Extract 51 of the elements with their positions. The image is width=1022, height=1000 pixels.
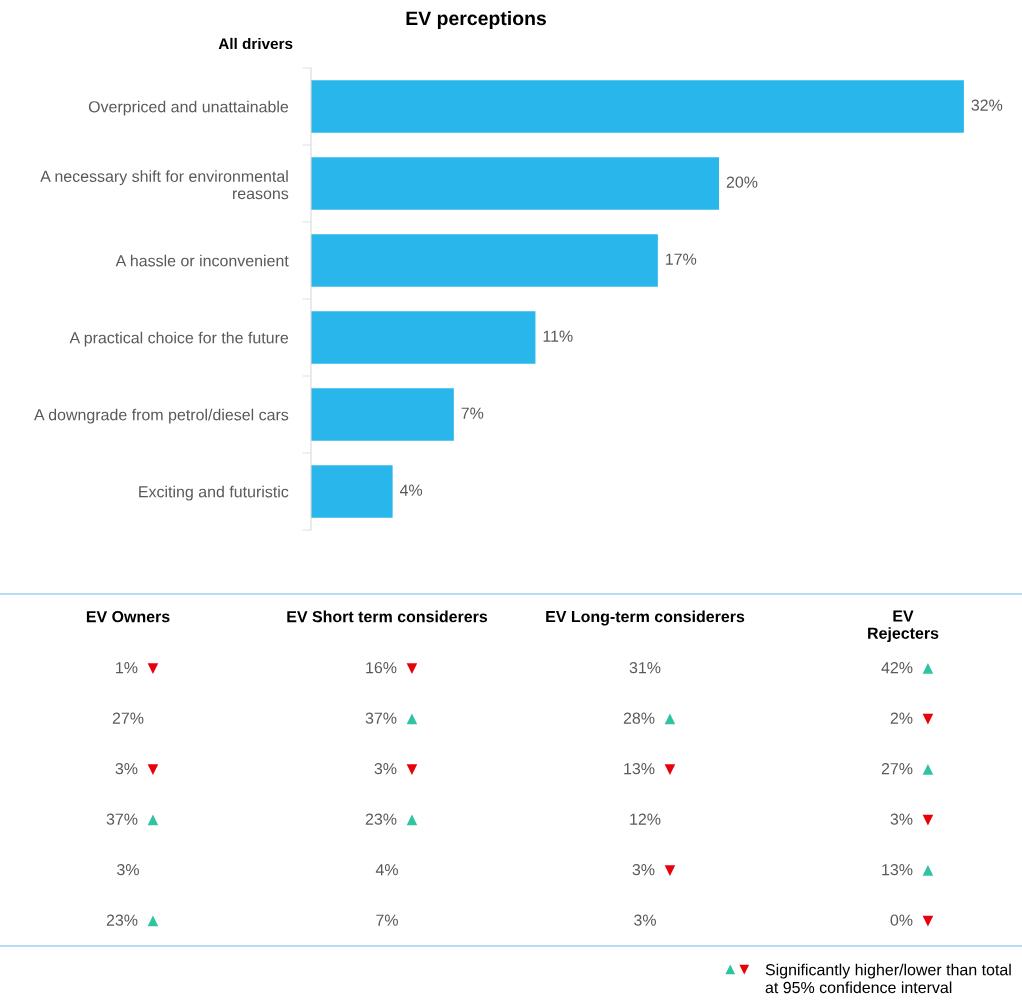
- text: 27% ▲: [881, 762, 934, 775]
- text: EV Short term considerers: [287, 610, 488, 623]
- data-label: 4%: [399, 484, 423, 496]
- text: 7%: [376, 914, 398, 926]
- text: 12%: [630, 813, 661, 825]
- text: 23% ▲: [365, 813, 418, 826]
- bar: [311, 465, 393, 518]
- text: 13% ▼: [624, 762, 676, 775]
- text: 4%: [375, 864, 398, 876]
- text: All drivers: [218, 37, 293, 50]
- bar: [311, 157, 720, 210]
- data-label: 17%: [666, 253, 697, 265]
- text: EV Long-term considerers: [546, 610, 745, 626]
- text: 3% ▼: [374, 762, 418, 775]
- data-label: 20%: [726, 176, 758, 188]
- y-tick-label: Exciting and futuristic: [139, 485, 289, 501]
- text: ▼: [739, 964, 750, 975]
- data-label: 7%: [461, 407, 484, 419]
- y-tick-label: A necessary shift for environmental reasons: [40, 170, 289, 200]
- text: 0% ▼: [890, 914, 934, 927]
- text: ▲: [725, 964, 736, 975]
- text: 1% ▼: [116, 662, 159, 674]
- text: 3% ▼: [115, 762, 159, 775]
- text: 37% ▲: [365, 712, 418, 725]
- text: 3%: [117, 863, 139, 876]
- bar: [311, 388, 454, 441]
- text: EV Rejecters: [868, 610, 939, 643]
- data-label: 11%: [543, 330, 573, 342]
- text: 42% ▲: [881, 661, 934, 674]
- bar: [311, 311, 536, 364]
- text: Significantly higher/lower than total at 95% confidence interval: [765, 963, 1011, 994]
- text: 37% ▲: [106, 813, 159, 826]
- text: 16% ▼: [366, 661, 418, 674]
- text: 2% ▼: [890, 712, 934, 725]
- y-tick-label: A downgrade from petrol/diesel cars: [34, 408, 289, 424]
- text: 3% ▼: [632, 863, 676, 876]
- text: 31%: [629, 661, 661, 674]
- text: 13% ▲: [882, 863, 934, 876]
- text: 23% ▲: [106, 914, 159, 927]
- text: 3% ▼: [890, 813, 934, 826]
- y-tick-label: Overpriced and unattainable: [88, 100, 289, 116]
- data-label: 32%: [971, 99, 1003, 111]
- y-tick-label: A hassle or inconvenient: [115, 254, 289, 267]
- text: 28% ▲: [623, 712, 676, 725]
- bar: [311, 234, 658, 287]
- text: 3%: [634, 914, 656, 926]
- y-tick-label: A practical choice for the future: [69, 331, 289, 347]
- text: EV Owners: [86, 610, 170, 623]
- chart-title: EV perceptions: [406, 10, 546, 30]
- bar: [311, 80, 964, 133]
- text: 27%: [112, 712, 144, 724]
